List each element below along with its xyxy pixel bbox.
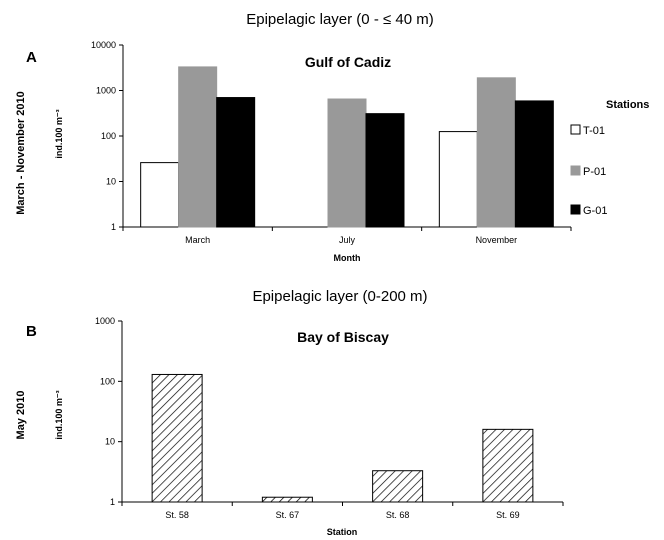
x-tick-label: St. 58 <box>165 510 189 520</box>
bar-st-58 <box>151 373 203 503</box>
x-tick-label: St. 69 <box>496 510 520 520</box>
panel-b-xlabel: Station <box>327 527 358 537</box>
bar-st-67 <box>261 496 313 503</box>
legend-swatch-g01 <box>570 204 581 215</box>
y-tick-label: 100 <box>100 376 115 386</box>
panel-a-title: Gulf of Cadiz <box>305 54 391 70</box>
bar-g-01-march <box>216 97 256 228</box>
bar-t-01-november <box>438 131 478 228</box>
bar-p-01-july <box>327 98 367 228</box>
panel-a-period: March - November 2010 <box>15 91 27 215</box>
y-tick-label: 100 <box>101 131 116 141</box>
legend-swatch-p01 <box>570 165 581 176</box>
panel-b-plot: 1 10 100 1000 St. 58 St. 67 St. 68 St. 69 <box>95 316 564 520</box>
y-tick-label: 1000 <box>95 316 115 326</box>
panel-b-heading: Epipelagic layer (0-200 m) <box>252 288 427 305</box>
y-tick-label: 10 <box>106 177 116 187</box>
panel-a: Epipelagic layer (0 - ≤ 40 m) A Gulf of … <box>15 11 649 263</box>
bar-g-01-july <box>365 113 405 228</box>
legend-swatch-t01 <box>570 124 581 135</box>
panel-b: Epipelagic layer (0-200 m) B Bay of Bisc… <box>15 288 564 537</box>
panel-b-letter: B <box>26 323 37 340</box>
legend-label-p01: P-01 <box>583 166 606 178</box>
y-tick-label: 10 <box>105 437 115 447</box>
panel-a-letter: A <box>26 49 37 66</box>
panel-a-ylabel: ind.100 m⁻³ <box>54 109 64 158</box>
y-tick-label: 10000 <box>91 40 116 50</box>
x-tick-label: July <box>339 235 356 245</box>
bar-p-01-march <box>178 66 218 228</box>
y-tick-label: 1 <box>111 222 116 232</box>
legend-title: Stations <box>606 99 649 111</box>
legend-label-g01: G-01 <box>583 205 607 217</box>
bar-t-01-march <box>140 162 180 228</box>
legend-label-t01: T-01 <box>583 125 605 137</box>
panel-a-legend: Stations T-01 P-01 G-01 <box>570 99 649 217</box>
bar-g-01-november <box>514 100 554 228</box>
y-tick-label: 1 <box>110 497 115 507</box>
y-tick-label: 1000 <box>96 86 116 96</box>
panel-b-ylabel: ind.100 m⁻³ <box>54 390 64 439</box>
panel-b-title: Bay of Biscay <box>297 329 389 345</box>
x-tick-label: November <box>476 235 518 245</box>
panel-a-heading: Epipelagic layer (0 - ≤ 40 m) <box>246 11 433 28</box>
x-tick-label: St. 67 <box>276 510 300 520</box>
x-tick-label: March <box>185 235 210 245</box>
panel-a-plot: 1 10 100 1000 10000 March July November <box>91 40 572 245</box>
bar-p-01-november <box>476 77 516 228</box>
bar-st-68 <box>372 470 424 503</box>
panel-a-xlabel: Month <box>334 253 361 263</box>
panel-b-period: May 2010 <box>15 391 27 440</box>
bar-st-69 <box>482 428 534 503</box>
x-tick-label: St. 68 <box>386 510 410 520</box>
